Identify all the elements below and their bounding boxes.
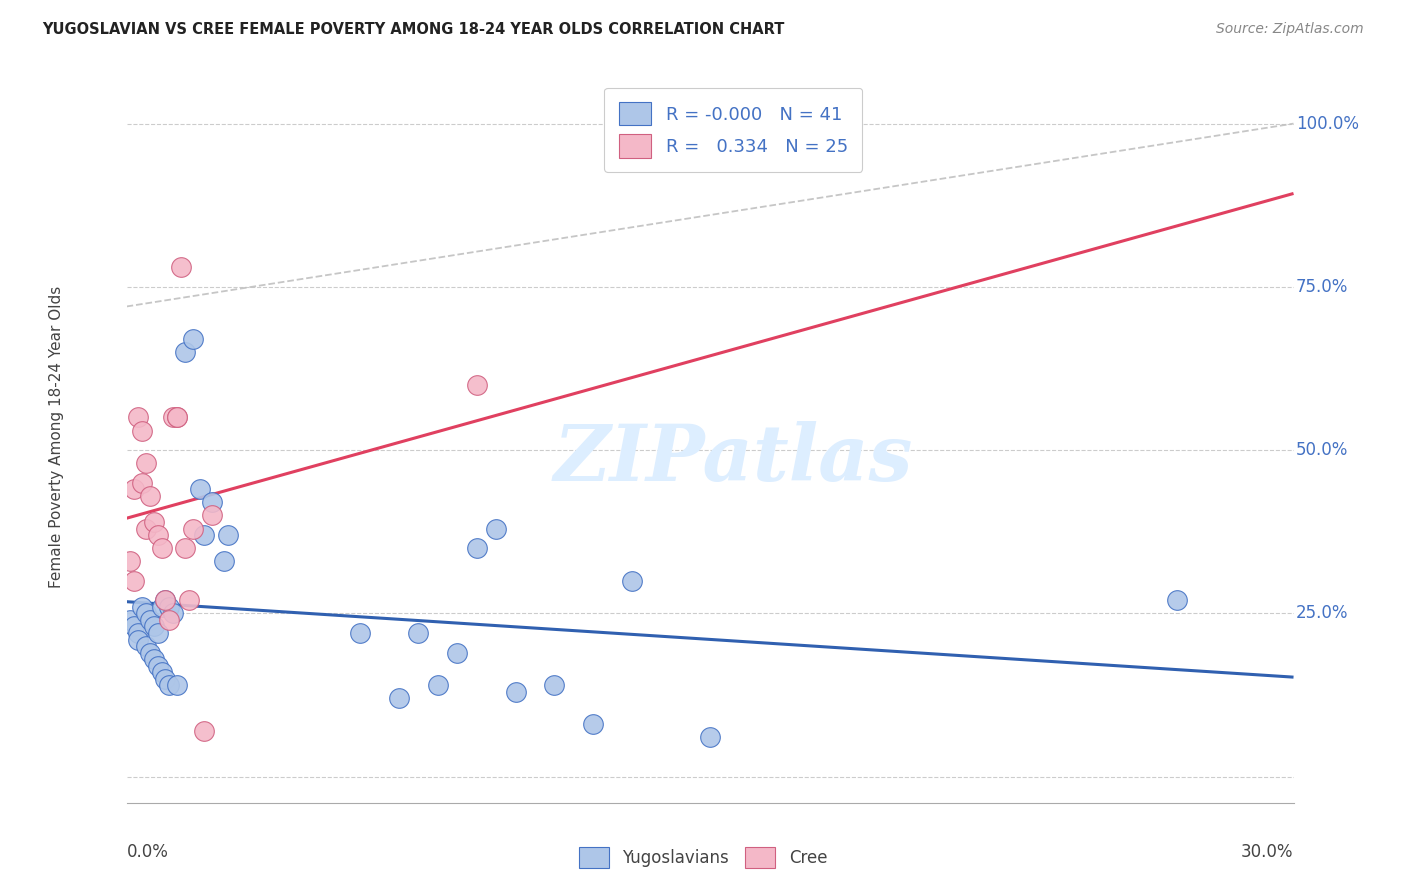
Point xyxy=(139,613,162,627)
Text: 30.0%: 30.0% xyxy=(1241,843,1294,861)
Point xyxy=(166,678,188,692)
Text: ZIPatlas: ZIPatlas xyxy=(554,421,912,497)
Point xyxy=(177,593,200,607)
Point xyxy=(150,541,173,555)
Point xyxy=(146,626,169,640)
Legend: R = -0.000   N = 41, R =   0.334   N = 25: R = -0.000 N = 41, R = 0.334 N = 25 xyxy=(605,87,862,172)
Point xyxy=(465,541,488,555)
Point xyxy=(155,593,177,607)
Point xyxy=(157,599,180,614)
Text: 75.0%: 75.0% xyxy=(1296,278,1348,296)
Text: YUGOSLAVIAN VS CREE FEMALE POVERTY AMONG 18-24 YEAR OLDS CORRELATION CHART: YUGOSLAVIAN VS CREE FEMALE POVERTY AMONG… xyxy=(42,22,785,37)
Point xyxy=(142,619,165,633)
Point xyxy=(139,646,162,660)
Legend: Yugoslavians, Cree: Yugoslavians, Cree xyxy=(572,840,834,875)
Point xyxy=(157,613,180,627)
Point xyxy=(582,717,605,731)
Point xyxy=(621,574,644,588)
Point xyxy=(124,574,146,588)
Point xyxy=(146,528,169,542)
Point xyxy=(146,658,169,673)
Point xyxy=(543,678,565,692)
Point xyxy=(124,619,146,633)
Point xyxy=(127,410,149,425)
Point xyxy=(174,541,197,555)
Point xyxy=(124,483,146,497)
Point xyxy=(193,723,215,738)
Point xyxy=(193,528,215,542)
Point xyxy=(181,332,204,346)
Point xyxy=(201,495,224,509)
Point xyxy=(120,554,142,568)
Point xyxy=(212,554,235,568)
Point xyxy=(135,639,157,653)
Point xyxy=(465,377,488,392)
Point xyxy=(135,456,157,470)
Point xyxy=(201,508,224,523)
Point xyxy=(162,607,184,621)
Point xyxy=(166,410,188,425)
Point xyxy=(127,626,149,640)
Point xyxy=(131,475,153,490)
Point xyxy=(139,489,162,503)
Point xyxy=(485,521,508,535)
Point xyxy=(446,646,468,660)
Point xyxy=(135,521,157,535)
Point xyxy=(142,652,165,666)
Point xyxy=(166,410,188,425)
Point xyxy=(155,672,177,686)
Text: 0.0%: 0.0% xyxy=(127,843,169,861)
Point xyxy=(349,626,371,640)
Point xyxy=(174,345,197,359)
Point xyxy=(217,528,239,542)
Point xyxy=(190,483,212,497)
Text: 25.0%: 25.0% xyxy=(1296,605,1348,623)
Point xyxy=(388,691,411,706)
Point xyxy=(157,678,180,692)
Point xyxy=(162,410,184,425)
Point xyxy=(131,599,153,614)
Point xyxy=(181,521,204,535)
Text: 50.0%: 50.0% xyxy=(1296,442,1348,459)
Point xyxy=(142,515,165,529)
Point xyxy=(150,599,173,614)
Text: 100.0%: 100.0% xyxy=(1296,114,1358,133)
Point xyxy=(408,626,430,640)
Point xyxy=(120,613,142,627)
Point xyxy=(131,424,153,438)
Text: Source: ZipAtlas.com: Source: ZipAtlas.com xyxy=(1216,22,1364,37)
Text: Female Poverty Among 18-24 Year Olds: Female Poverty Among 18-24 Year Olds xyxy=(49,286,65,588)
Point xyxy=(505,685,527,699)
Point xyxy=(150,665,173,680)
Point xyxy=(155,593,177,607)
Point xyxy=(135,607,157,621)
Point xyxy=(1166,593,1188,607)
Point xyxy=(170,260,193,275)
Point xyxy=(127,632,149,647)
Point xyxy=(426,678,449,692)
Point xyxy=(699,731,721,745)
